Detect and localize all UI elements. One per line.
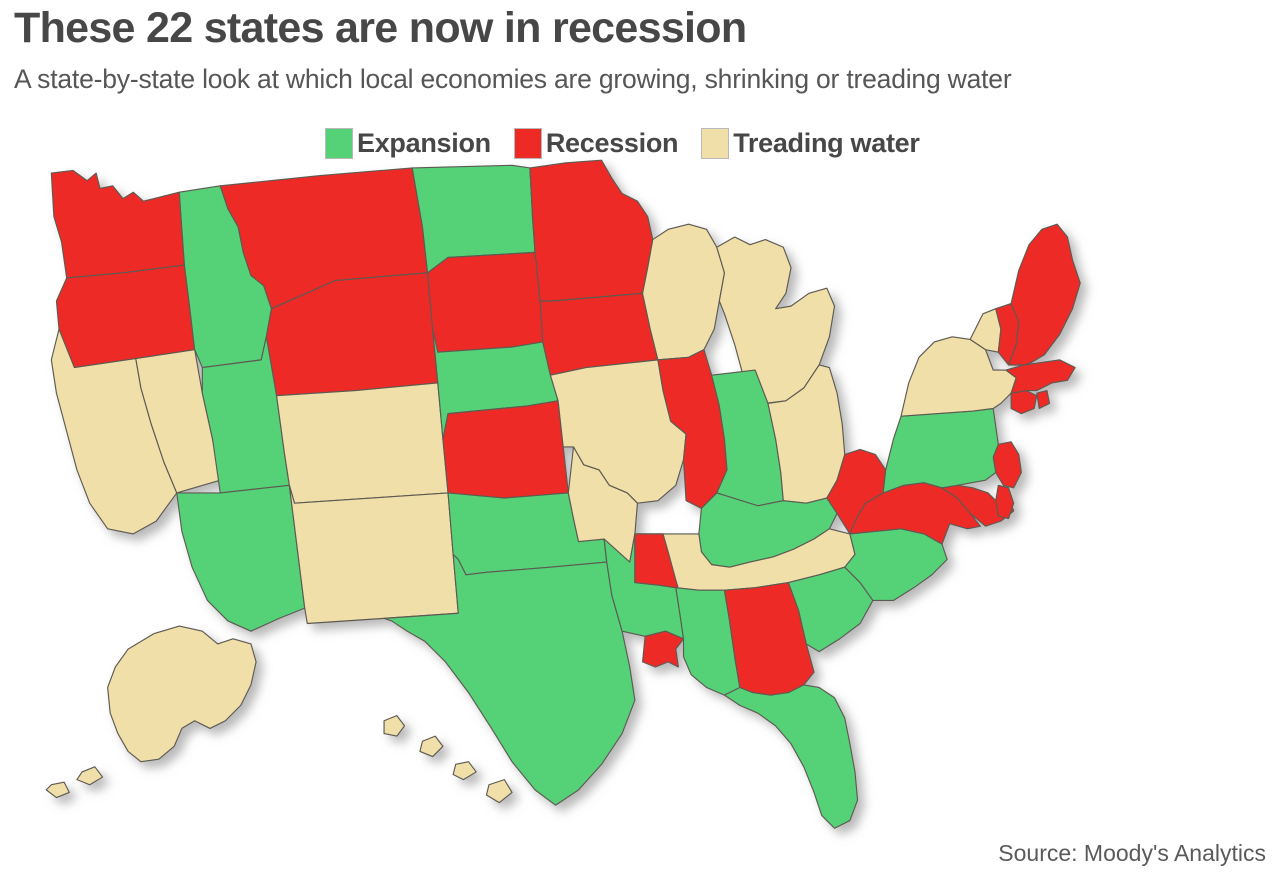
- state-ct[interactable]: [1010, 390, 1038, 415]
- legend-item-treading-water[interactable]: Treading water: [701, 127, 920, 159]
- state-tx[interactable]: [383, 553, 636, 806]
- state-or[interactable]: [55, 264, 196, 369]
- state-ny[interactable]: [900, 336, 1017, 417]
- us-map-svg[interactable]: [0, 150, 1280, 850]
- state-nj[interactable]: [992, 441, 1022, 489]
- state-hi[interactable]: [383, 715, 513, 804]
- legend-label-recession: Recession: [545, 127, 679, 158]
- state-az[interactable]: [176, 484, 306, 632]
- state-wa[interactable]: [50, 169, 185, 279]
- state-mn[interactable]: [529, 159, 654, 302]
- page-title: These 22 states are now in recession: [14, 4, 747, 52]
- state-co[interactable]: [275, 382, 449, 504]
- page-subtitle: A state-by-state look at which local eco…: [14, 64, 1012, 94]
- legend-item-recession[interactable]: Recession: [513, 127, 679, 159]
- state-ks[interactable]: [442, 400, 569, 499]
- state-nv[interactable]: [135, 349, 221, 494]
- state-sd[interactable]: [426, 251, 544, 353]
- legend-swatch-recession: [513, 127, 542, 159]
- map-legend: Expansion Recession Treading water: [325, 126, 920, 160]
- state-fl[interactable]: [723, 684, 859, 829]
- state-me[interactable]: [1007, 223, 1081, 366]
- state-sc[interactable]: [787, 566, 874, 653]
- state-de[interactable]: [995, 484, 1015, 520]
- state-ma[interactable]: [1005, 359, 1076, 394]
- state-ak[interactable]: [45, 625, 257, 799]
- state-ri[interactable]: [1036, 390, 1051, 410]
- legend-label-expansion: Expansion: [357, 127, 491, 158]
- legend-swatch-expansion: [325, 127, 353, 159]
- legend-item-expansion[interactable]: Expansion: [325, 127, 491, 159]
- source-attribution: Source: Moody's Analytics: [998, 840, 1266, 866]
- state-wi[interactable]: [641, 223, 726, 361]
- legend-label-treading-water: Treading water: [733, 127, 920, 158]
- state-nm[interactable]: [288, 484, 459, 625]
- state-mi[interactable]: [716, 236, 836, 404]
- legend-swatch-treading-water: [701, 127, 730, 159]
- state-pa[interactable]: [882, 407, 999, 494]
- us-choropleth-map[interactable]: [0, 150, 1280, 850]
